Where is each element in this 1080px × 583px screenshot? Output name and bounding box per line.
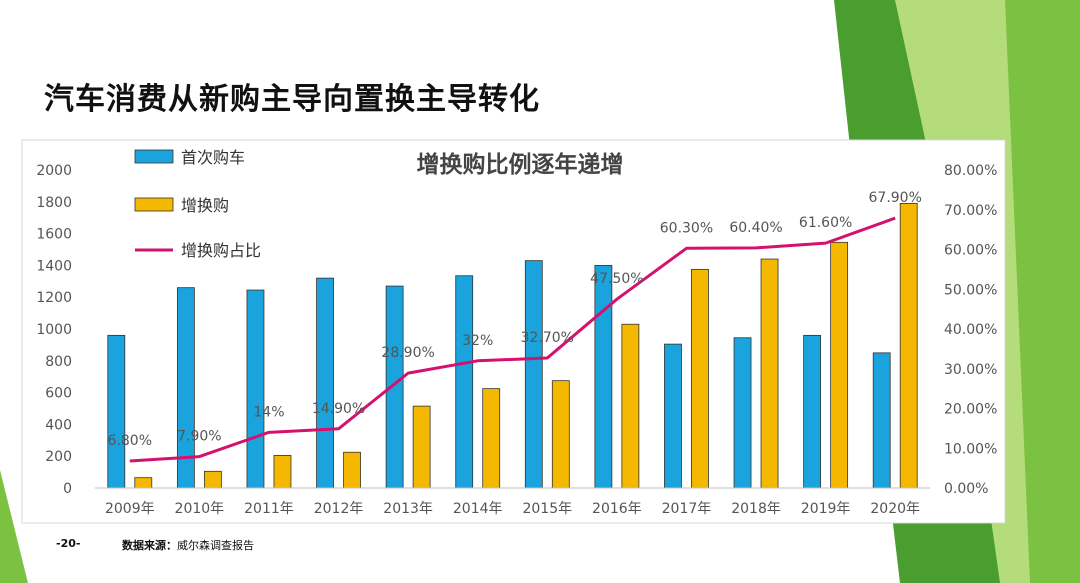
bar-replacement xyxy=(343,451,361,489)
chart-axes: 0 200 400 600 800 1000 1200 1400 1600 1800 2000 0.0… xyxy=(36,163,997,517)
bar-first-purchase xyxy=(594,264,613,489)
y-left-tick-label: 1400 xyxy=(36,258,72,274)
x-tick-label: 2015年 xyxy=(522,501,572,517)
bar-first-purchase xyxy=(246,289,265,489)
legend-label: 首次购车 xyxy=(181,148,245,167)
x-tick-label: 2018年 xyxy=(731,501,781,517)
x-tick-label: 2009年 xyxy=(105,501,155,517)
chart-title: 增换购比例逐年递增 xyxy=(417,151,624,178)
source-text: 威尔森调查报告 xyxy=(177,539,254,552)
x-tick-label: 2014年 xyxy=(453,501,503,517)
x-tick-label: 2020年 xyxy=(870,501,920,517)
bar-replacement xyxy=(760,258,779,489)
y-left-tick-label: 1800 xyxy=(36,195,72,211)
bar-first-purchase xyxy=(455,275,474,489)
y-left-tick-label: 1600 xyxy=(36,227,72,243)
ratio-data-label: 47.50% xyxy=(590,271,643,287)
y-right-tick-label: 60.00% xyxy=(944,243,997,259)
y-right-tick-label: 30.00% xyxy=(944,362,997,378)
legend-swatch xyxy=(134,149,174,164)
x-tick-label: 2011年 xyxy=(244,501,294,517)
bar-replacement xyxy=(273,455,292,489)
y-left-tick-label: 200 xyxy=(45,449,72,465)
ratio-data-label: 28.90% xyxy=(381,345,434,361)
chart-line: 6.80% 7.90% 14% 14.90% 28.90% 32% 32.70% 47.50%… xyxy=(108,190,922,463)
x-tick-label: 2013年 xyxy=(383,501,433,517)
ratio-data-label: 32% xyxy=(462,333,493,349)
ratio-data-label: 32.70% xyxy=(521,330,574,346)
y-left-tick-label: 1000 xyxy=(36,322,72,338)
bar-first-purchase xyxy=(803,334,822,489)
y-left-tick-label: 800 xyxy=(45,354,72,370)
bar-replacement xyxy=(134,477,153,489)
ratio-data-label: 67.90% xyxy=(869,190,922,206)
source-label: 数据来源： xyxy=(122,539,177,552)
bar-replacement xyxy=(621,323,640,489)
y-left-tick-label: 400 xyxy=(45,417,72,433)
y-left-tick-label: 600 xyxy=(45,386,72,402)
x-tick-label: 2016年 xyxy=(592,501,642,517)
bar-first-purchase xyxy=(107,334,126,489)
y-left-tick-label: 1200 xyxy=(36,290,72,306)
ratio-data-label: 7.90% xyxy=(177,429,221,445)
bar-replacement xyxy=(482,388,501,489)
legend-label: 增换购占比 xyxy=(181,241,261,260)
x-tick-label: 2019年 xyxy=(801,501,851,517)
source-note: 数据来源：威尔森调查报告 xyxy=(122,537,254,553)
page-number: -20- xyxy=(56,537,81,550)
y-right-tick-label: 20.00% xyxy=(944,402,997,418)
decor-green-band-mid xyxy=(1005,0,1080,583)
bar-replacement xyxy=(691,268,709,489)
bar-first-purchase xyxy=(316,277,334,489)
ratio-data-label: 60.30% xyxy=(660,220,713,236)
slide-title: 汽车消费从新购主导向置换主导转化 xyxy=(44,82,540,117)
x-tick-label: 2012年 xyxy=(314,501,364,517)
legend-swatch xyxy=(134,197,174,212)
bar-first-purchase xyxy=(664,343,682,489)
ratio-line xyxy=(129,216,896,463)
ratio-data-label: 14.90% xyxy=(312,401,365,417)
bar-first-purchase xyxy=(733,337,752,489)
chart-area-background xyxy=(21,139,1006,524)
chart-bars xyxy=(107,202,918,489)
y-left-tick-label: 0 xyxy=(63,481,72,497)
y-right-tick-label: 50.00% xyxy=(944,282,997,298)
bar-replacement xyxy=(899,202,918,489)
y-right-tick-label: 70.00% xyxy=(944,203,997,219)
ratio-data-label: 14% xyxy=(253,404,284,420)
ratio-data-label: 6.80% xyxy=(108,433,152,449)
bar-replacement xyxy=(830,241,849,489)
bar-replacement xyxy=(551,380,570,489)
y-left-tick-label: 2000 xyxy=(36,163,72,179)
x-tick-label: 2010年 xyxy=(175,501,225,517)
bar-replacement xyxy=(203,470,222,489)
bar-replacement xyxy=(412,405,431,489)
y-right-tick-label: 40.00% xyxy=(944,322,997,338)
legend-label: 增换购 xyxy=(181,196,229,215)
decor-green-corner-left xyxy=(0,470,28,583)
y-right-tick-label: 0.00% xyxy=(944,481,988,497)
ratio-data-label: 60.40% xyxy=(729,220,782,236)
bar-first-purchase xyxy=(872,352,891,489)
y-right-tick-label: 10.00% xyxy=(944,441,997,457)
y-right-tick-label: 80.00% xyxy=(944,163,997,179)
bar-first-purchase xyxy=(524,260,543,489)
x-tick-label: 2017年 xyxy=(662,501,712,517)
ratio-data-label: 61.60% xyxy=(799,215,852,231)
